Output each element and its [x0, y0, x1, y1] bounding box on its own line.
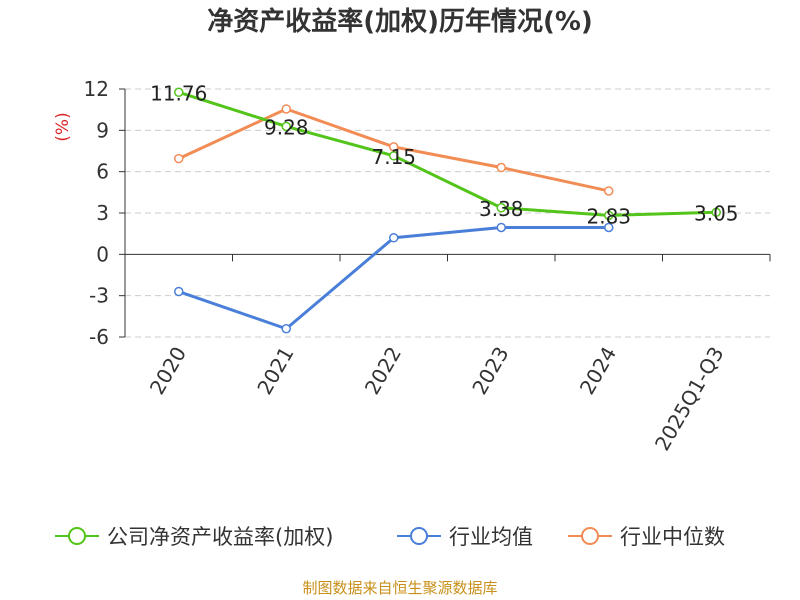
data-label: 2.83 [586, 204, 631, 228]
series-lines [174, 87, 721, 334]
legend-label-company: 公司净资产收益率(加权) [107, 525, 334, 549]
series-point-0 [711, 207, 721, 218]
y-tick-label: 3 [96, 201, 109, 225]
data-label: 9.28 [264, 115, 309, 139]
legend-item-company[interactable]: 公司净资产收益率(加权) [53, 521, 333, 551]
y-tick-label: 9 [96, 118, 109, 142]
legend-marker-industry-mean [397, 527, 441, 545]
data-label: 3.38 [479, 197, 524, 221]
series-point-0 [496, 203, 506, 213]
legend-marker-industry-median [568, 527, 612, 545]
source-note: 制图数据来自恒生聚源数据库 [302, 579, 498, 597]
x-tick-label: 2020 [145, 343, 191, 399]
legend-item-industry-median[interactable]: 行业中位数 [566, 521, 725, 551]
series-point-1 [389, 233, 399, 243]
x-tick-label: 2024 [575, 343, 621, 399]
series-point-2 [496, 162, 506, 173]
x-tick-label: 2023 [467, 343, 513, 399]
series-line-0 [178, 90, 717, 217]
y-tick-label: 0 [96, 242, 109, 266]
data-labels: 11.76 9.28 7.15 3.38 2.83 3.05 [150, 81, 738, 228]
data-label: 3.05 [694, 201, 739, 225]
legend-label-industry-median: 行业中位数 [620, 525, 725, 549]
series-point-2 [281, 104, 291, 114]
legend-marker-company [55, 527, 99, 545]
series-point-1 [604, 222, 614, 233]
series-point-1 [496, 222, 506, 233]
series-point-0 [281, 121, 291, 132]
y-tick-label: 12 [84, 77, 109, 101]
x-tick-label: 2025Q1-Q3 [650, 343, 729, 455]
series-point-2 [389, 142, 399, 152]
x-tick-label: 2021 [252, 343, 298, 399]
grid-lines [125, 88, 770, 338]
x-tick-label: 2022 [360, 343, 406, 399]
y-tick-label: 6 [96, 160, 109, 184]
series-point-0 [604, 210, 614, 221]
series-point-0 [389, 151, 399, 161]
series-point-0 [174, 87, 184, 98]
data-label: 11.76 [150, 81, 207, 105]
chart-title: 净资产收益率(加权)历年情况(%) [207, 7, 593, 37]
series-point-2 [604, 186, 614, 196]
series-point-2 [174, 153, 184, 164]
y-axis-label: (%) [53, 112, 73, 141]
y-tick-label: -6 [89, 325, 109, 349]
series-point-1 [174, 286, 184, 297]
legend-label-industry-mean: 行业均值 [449, 525, 533, 549]
legend-item-industry-mean[interactable]: 行业均值 [395, 521, 533, 551]
series-line-1 [178, 225, 609, 331]
axes: 12 9 6 3 0 -3 -6 2020 2021 2022 2023 2024 2025Q1-Q3 [84, 77, 771, 455]
data-label: 7.15 [371, 145, 416, 169]
series-point-1 [281, 323, 291, 334]
y-tick-label: -3 [89, 284, 109, 308]
